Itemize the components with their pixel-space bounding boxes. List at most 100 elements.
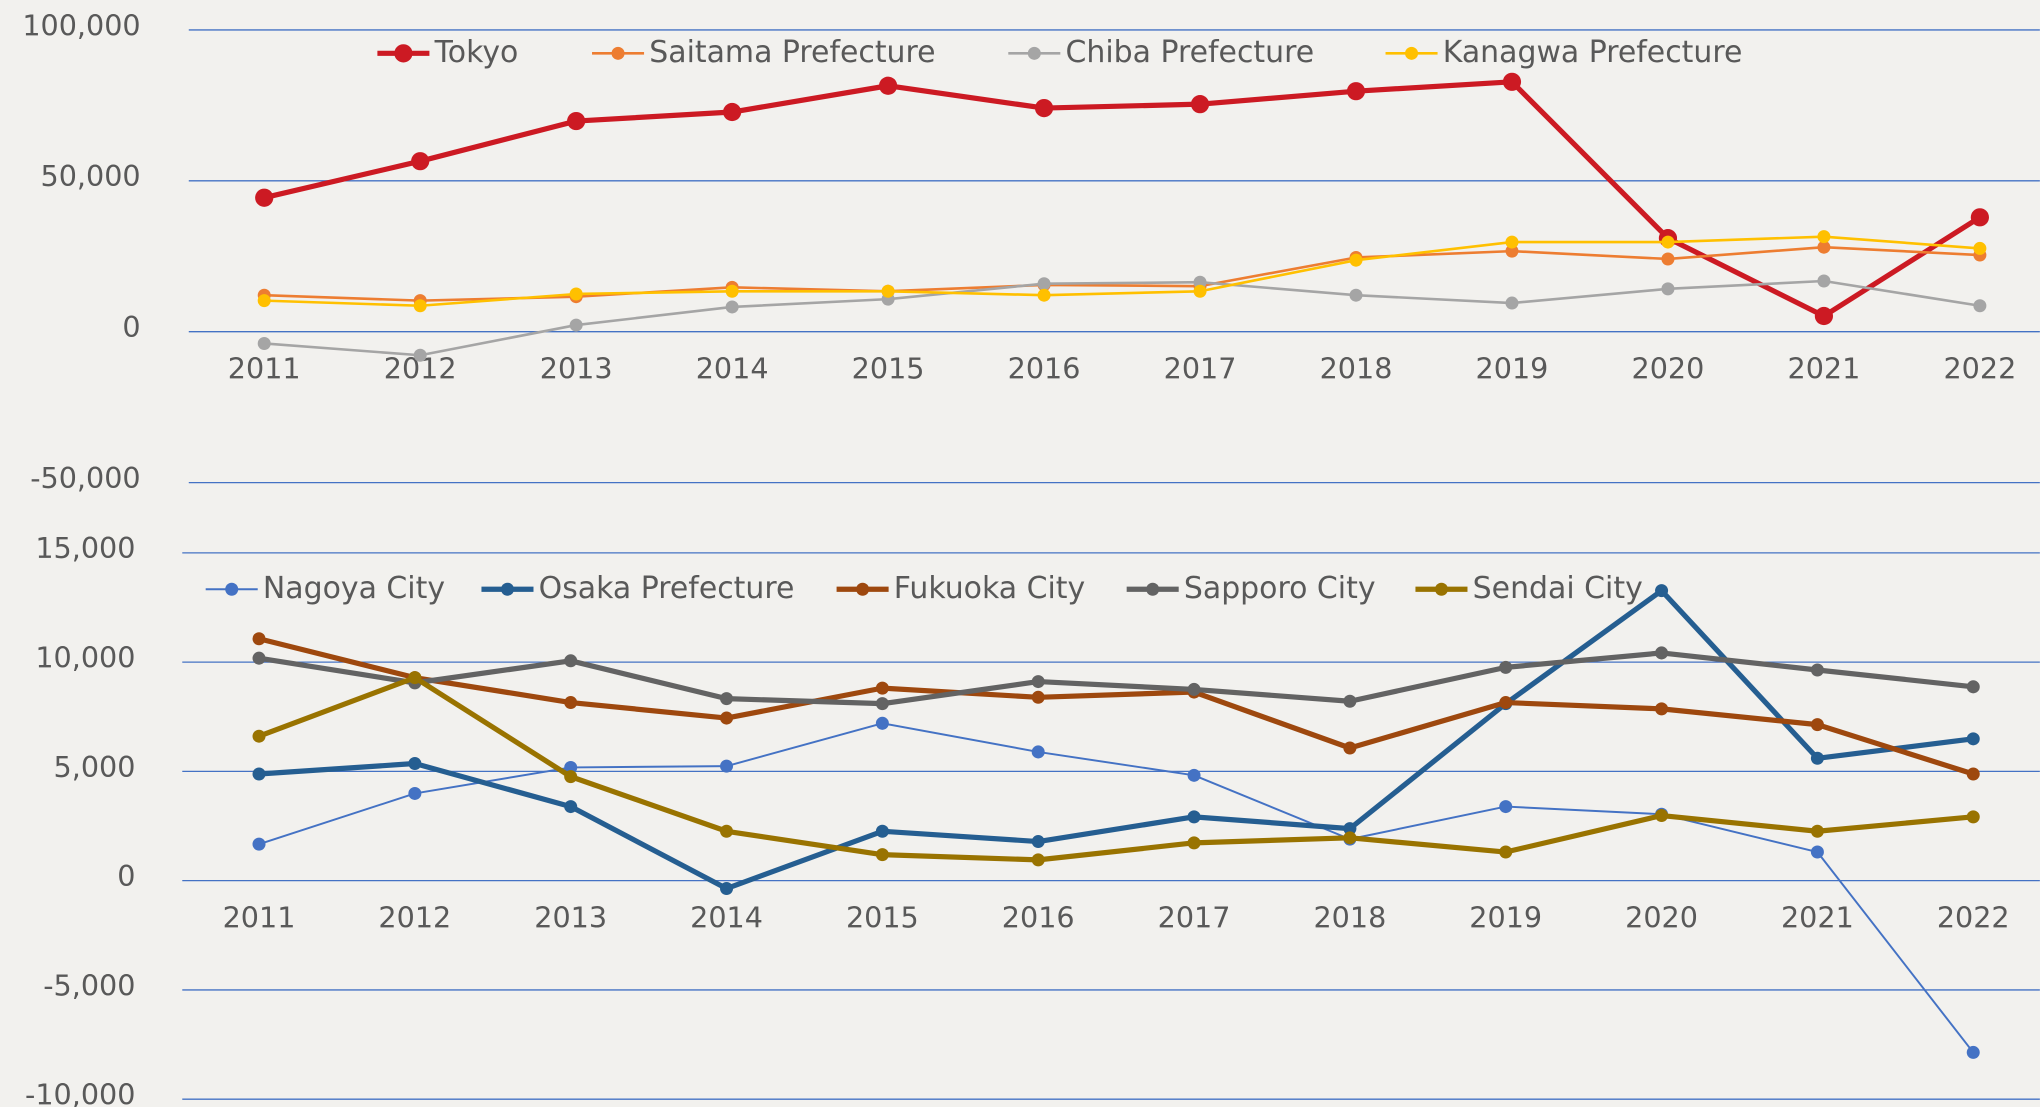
data-point [1661,235,1675,249]
data-point [1343,831,1357,845]
x-tick-label: 2016 [1008,352,1081,386]
data-point [1343,694,1357,708]
series-line [264,235,1980,308]
data-point [875,697,889,711]
data-point [1031,690,1045,704]
data-point [1661,252,1675,266]
data-point [1031,835,1045,849]
y-tick-label: 10,000 [35,641,135,675]
legend-marker [1027,46,1041,60]
data-point [252,632,266,646]
x-tick-label: 2015 [852,352,925,386]
data-point [411,152,430,171]
series-line [258,588,1974,892]
legend-marker [856,582,870,596]
x-tick-label: 2022 [1943,352,2016,386]
data-point [720,711,734,725]
data-point [567,111,586,131]
data-point [1193,275,1207,289]
legend-marker [394,44,413,63]
data-point [1966,767,1980,781]
y-tick-label: -5,000 [43,968,135,1002]
data-point [257,294,271,308]
data-point [1499,696,1513,710]
data-point [1973,241,1987,255]
data-point [1966,732,1980,746]
data-point [875,824,889,838]
data-point [408,757,422,771]
data-point [1966,1045,1980,1059]
data-point [1810,718,1824,732]
x-tick-label: 2013 [540,352,613,386]
data-point [1817,230,1831,244]
data-point [1187,768,1201,782]
series-line [264,279,1981,357]
legend-marker [611,46,625,60]
series-line [264,245,1980,302]
data-point [413,299,427,313]
data-point [1814,306,1834,326]
data-point [1655,646,1669,660]
y-tick-label: -50,000 [30,461,140,495]
legend-label: Tokyo [434,35,519,70]
y-tick-label: 0 [122,310,140,344]
data-point [720,882,734,896]
series-line [263,79,1982,319]
data-point [1031,853,1045,867]
legend-marker [225,582,239,596]
data-point [1970,208,1989,227]
data-point [408,786,422,800]
x-tick-label: 2015 [846,901,919,935]
data-point [725,300,739,314]
data-point [1505,296,1519,310]
y-tick-label: -10,000 [25,1078,135,1107]
series-line [258,722,1975,1054]
data-point [1499,845,1513,859]
x-tick-label: 2011 [228,352,301,386]
legend-label: Chiba Prefecture [1066,35,1315,70]
data-point [252,837,266,851]
data-point [252,651,266,665]
data-point [1810,663,1824,677]
legend-label: Sendai City [1473,571,1643,606]
x-tick-label: 2018 [1313,901,1386,935]
data-point [1187,836,1201,850]
data-point [1502,72,1522,91]
x-tick-label: 2019 [1469,901,1542,935]
legend-label: Nagoya City [263,571,445,606]
data-point [875,716,889,730]
data-point [1655,702,1669,716]
data-point [1037,277,1051,291]
data-point [257,336,271,350]
data-point [720,692,734,706]
data-point [1499,660,1513,674]
data-point [1037,288,1051,302]
x-tick-label: 2013 [534,901,607,935]
data-point [1343,822,1357,836]
data-point [1505,244,1519,258]
y-tick-label: 50,000 [41,159,141,193]
data-point [1343,741,1357,755]
data-point [1349,253,1363,267]
data-point [1346,82,1366,101]
legend-marker [1434,582,1448,596]
x-tick-label: 2016 [1002,901,1075,935]
x-tick-label: 2020 [1632,352,1705,386]
y-tick-label: 5,000 [54,750,136,784]
legend-label: Fukuoka City [894,571,1085,606]
legend-label: Kanagwa Prefecture [1443,35,1743,70]
legend-marker [1146,582,1160,596]
x-tick-label: 2017 [1164,352,1237,386]
y-tick-label: 15,000 [35,531,135,565]
x-tick-label: 2018 [1320,352,1393,386]
data-point [564,770,578,784]
data-point [723,102,742,122]
data-point [1190,95,1210,114]
legend-label: Sapporo City [1184,571,1376,606]
data-point [1031,675,1045,689]
data-point [252,767,266,781]
data-point [875,681,889,695]
data-point [1187,810,1201,824]
data-point [413,348,427,362]
